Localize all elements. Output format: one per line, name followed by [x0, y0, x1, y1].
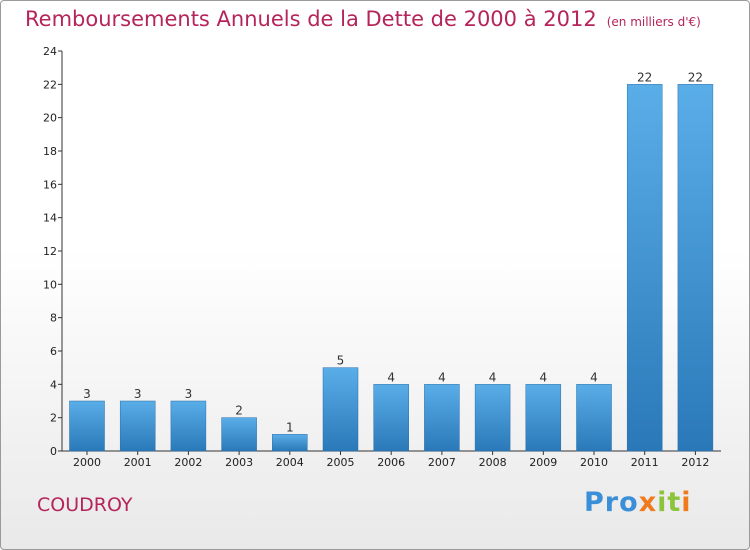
y-tick-label: 22: [43, 78, 57, 91]
x-tick-label: 2007: [428, 456, 456, 469]
data-labels: 3 3 3 2 1 5 4 4 4 4 4 22 22: [83, 70, 703, 434]
bar-2006: [373, 384, 409, 452]
x-tick-label: 2005: [327, 456, 355, 469]
bar-2003: [221, 417, 257, 452]
y-tick-label: 18: [43, 145, 57, 158]
x-tick-label: 2001: [124, 456, 152, 469]
logo-letter: i: [657, 487, 668, 518]
logo-letter: o: [619, 487, 639, 518]
bar-2010: [576, 384, 612, 452]
data-label: 22: [637, 70, 652, 84]
bar-2000: [69, 400, 105, 452]
bar-2007: [424, 384, 460, 452]
bar-2001: [119, 400, 156, 452]
title-text: Remboursements Annuels de la Dette de 20…: [25, 7, 597, 31]
bar-2008: [474, 384, 511, 452]
x-tick-label: 2008: [479, 456, 507, 469]
x-tick-label: 2012: [681, 456, 709, 469]
y-tick-label: 6: [50, 345, 57, 358]
bar-2011: [626, 84, 663, 452]
y-tick-label: 10: [43, 278, 57, 291]
unit-text: (en milliers d'€): [606, 15, 701, 29]
data-label: 3: [83, 387, 91, 401]
data-label: 1: [286, 420, 294, 434]
data-label: 4: [590, 370, 598, 384]
city-name: COUDROY: [37, 494, 133, 516]
data-label: 4: [489, 370, 497, 384]
data-label: 4: [438, 370, 446, 384]
chart-title: Remboursements Annuels de la Dette de 20…: [25, 7, 701, 31]
logo-letter: x: [638, 487, 658, 518]
y-tick-label: 14: [43, 212, 57, 225]
bar-2009: [525, 384, 562, 452]
y-tick-label: 20: [43, 112, 57, 125]
x-tick-label: 2000: [73, 456, 101, 469]
data-label: 22: [688, 70, 703, 84]
x-tick-label: 2010: [580, 456, 608, 469]
x-tick-label: 2003: [225, 456, 253, 469]
logo-letter: i: [681, 487, 692, 518]
x-tick-label: 2006: [377, 456, 405, 469]
y-tick-label: 12: [43, 245, 57, 258]
x-tick-label: 2011: [631, 456, 659, 469]
bar-2002: [170, 400, 207, 452]
y-tick-label: 4: [50, 378, 57, 391]
bars: [69, 84, 714, 452]
data-label: 4: [539, 370, 547, 384]
y-tick-label: 0: [50, 445, 57, 458]
x-tick-label: 2004: [276, 456, 304, 469]
logo-letter: P: [584, 487, 605, 518]
y-tick-label: 8: [50, 312, 57, 325]
y-tick-label: 2: [50, 412, 57, 425]
data-label: 2: [235, 404, 243, 418]
data-label: 3: [185, 387, 193, 401]
logo-letter: t: [667, 487, 682, 518]
y-tick-label: 16: [43, 178, 57, 191]
data-label: 5: [337, 354, 345, 368]
y-tick-label: 24: [43, 45, 57, 58]
x-tick-label: 2002: [174, 456, 202, 469]
data-label: 3: [134, 387, 142, 401]
bar-2005: [322, 367, 359, 452]
logo-letter: r: [604, 487, 620, 518]
bar-2012: [677, 84, 714, 452]
data-label: 4: [387, 370, 395, 384]
proxiti-logo: Proxiti: [584, 487, 692, 518]
bar-2004: [272, 434, 308, 452]
x-tick-label: 2009: [529, 456, 557, 469]
